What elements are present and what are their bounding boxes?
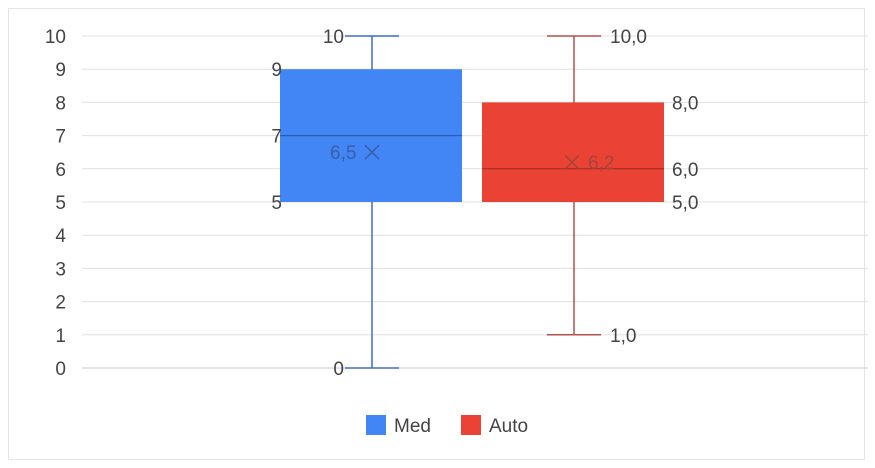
box-series: 6,5 10 9 7 5 0 6,2 10,0 8,0 6,0 5,0 1,0 — [271, 27, 698, 380]
series-med: 6,5 10 9 7 5 0 — [271, 27, 462, 380]
med-mean-label: 6,5 — [330, 143, 356, 164]
y-axis: 0 1 2 3 4 5 6 7 8 9 10 — [45, 27, 67, 380]
legend-label-auto: Auto — [489, 416, 528, 437]
y-tick-label-0: 0 — [55, 359, 66, 380]
med-mean-marker — [364, 144, 380, 160]
med-median-label: 7 — [271, 127, 282, 148]
legend-swatch-auto — [461, 415, 481, 435]
y-tick-label-9: 9 — [55, 60, 66, 81]
mean-marker-stroke-b — [364, 144, 380, 160]
auto-q3-label: 8,0 — [672, 93, 698, 114]
auto-max-label: 10,0 — [610, 27, 647, 48]
mean-marker-stroke-b — [564, 154, 580, 170]
y-tick-label-2: 2 — [55, 293, 66, 314]
med-min-label: 0 — [333, 359, 344, 380]
y-tick-label-4: 4 — [55, 226, 66, 247]
legend-item-med: Med — [366, 415, 431, 437]
y-tick-label-6: 6 — [55, 160, 66, 181]
med-q1-label: 5 — [271, 193, 282, 214]
auto-box — [482, 102, 664, 202]
y-tick-label-3: 3 — [55, 259, 66, 280]
auto-mean-label: 6,2 — [588, 153, 614, 174]
y-tick-label-5: 5 — [55, 193, 66, 214]
legend-label-med: Med — [394, 416, 431, 437]
med-max-label: 10 — [323, 27, 344, 48]
med-box — [280, 69, 462, 202]
y-tick-label-1: 1 — [55, 326, 66, 347]
y-tick-label-10: 10 — [45, 27, 66, 48]
auto-median-label: 6,0 — [672, 160, 698, 181]
med-q3-label: 9 — [271, 60, 282, 81]
auto-q1-label: 5,0 — [672, 193, 698, 214]
series-auto: 6,2 10,0 8,0 6,0 5,0 1,0 — [482, 27, 698, 347]
auto-min-label: 1,0 — [610, 326, 636, 347]
legend-item-auto: Auto — [461, 415, 528, 437]
y-tick-label-7: 7 — [55, 127, 66, 148]
legend-swatch-med — [366, 415, 386, 435]
auto-mean-marker — [564, 154, 580, 170]
legend: Med Auto — [366, 415, 528, 437]
y-tick-label-8: 8 — [55, 93, 66, 114]
gridlines — [82, 35, 868, 369]
